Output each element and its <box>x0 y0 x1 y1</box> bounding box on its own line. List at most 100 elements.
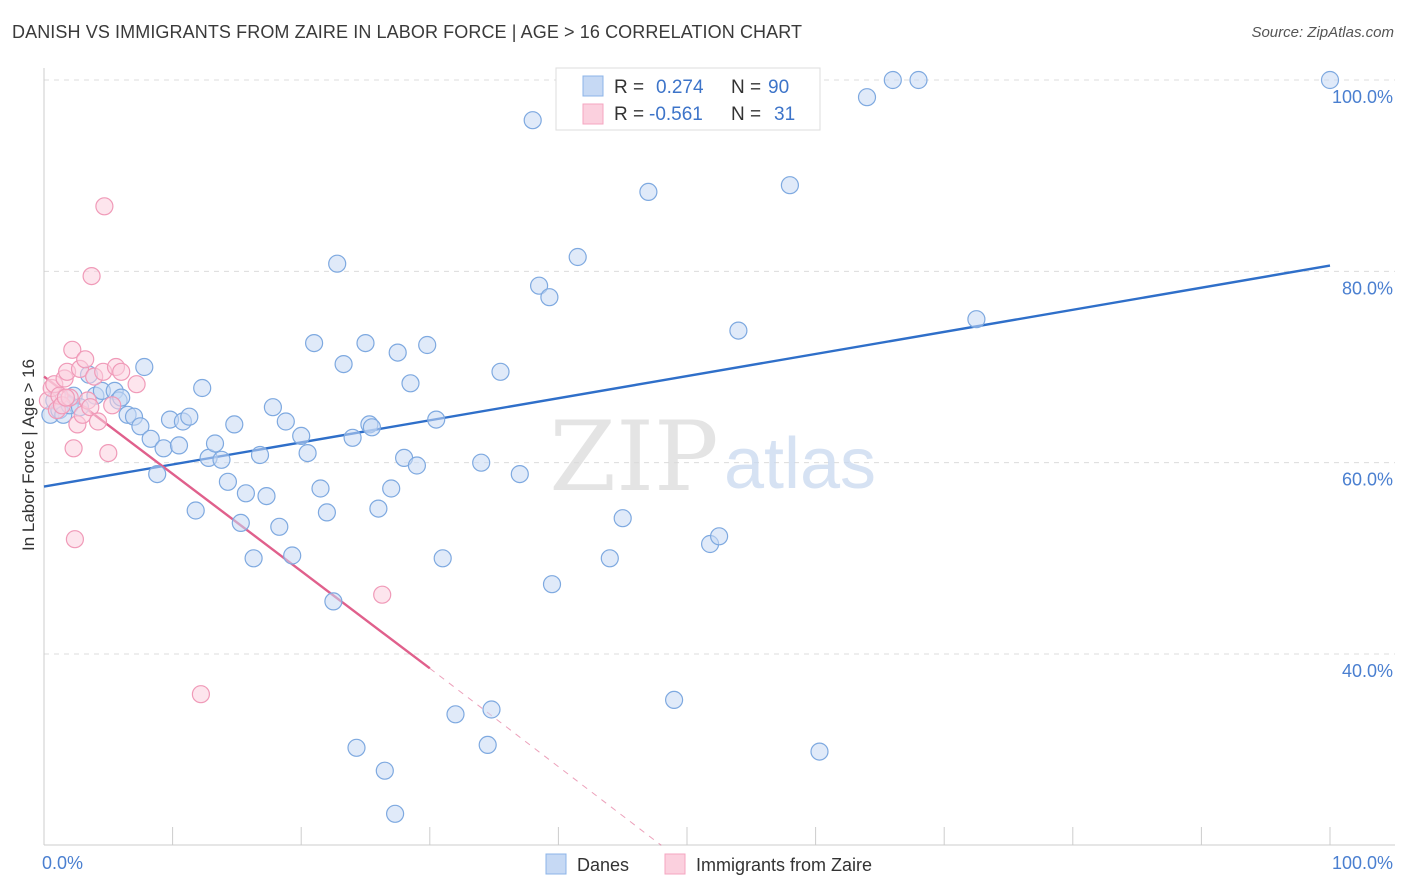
danes-point <box>491 362 510 381</box>
zaire-point <box>76 350 95 369</box>
y-tick-label: 60.0% <box>1342 470 1393 490</box>
danes-point <box>257 487 276 506</box>
zaire-point <box>65 530 85 549</box>
danes-point <box>810 742 829 761</box>
stats-r-label-zaire: R = <box>614 104 644 125</box>
stats-swatch-zaire <box>582 103 604 125</box>
danes-point <box>482 700 501 719</box>
zaire-point <box>373 585 392 604</box>
y-tick-label: 80.0% <box>1342 278 1393 298</box>
danes-point <box>729 321 748 340</box>
danes-point <box>334 355 353 374</box>
danes-point <box>857 88 877 107</box>
danes-point <box>317 503 336 522</box>
danes-point <box>523 111 542 130</box>
zaire-point <box>191 685 210 704</box>
stats-r-label-danes: R = <box>614 77 644 98</box>
danes-point <box>478 735 497 755</box>
zaire-point <box>112 362 131 381</box>
zaire-point <box>56 388 76 407</box>
zaire-point <box>82 267 101 286</box>
danes-point <box>347 738 366 757</box>
data-points <box>38 70 1340 823</box>
stats-r-value-danes: 0.274 <box>656 77 704 98</box>
y-tick-label: 40.0% <box>1342 661 1393 681</box>
watermark: ZIP atlas <box>549 401 876 513</box>
danes-point <box>169 436 189 455</box>
stats-r-value-zaire: -0.561 <box>649 104 703 125</box>
danes-point <box>292 426 311 445</box>
danes-point <box>328 254 347 273</box>
legend-label-zaire[interactable]: Immigrants from Zaire <box>696 855 872 875</box>
danes-point <box>401 374 420 393</box>
zaire-point <box>99 444 118 463</box>
stats-n-label-zaire: N = <box>731 104 761 125</box>
danes-point <box>472 453 491 472</box>
tick-labels: 40.0% 60.0% 80.0% 100.0% 0.0% 100.0% <box>42 87 1393 873</box>
danes-point <box>568 247 587 267</box>
legend-swatch-zaire[interactable] <box>664 853 686 875</box>
legend: Danes Immigrants from Zaire <box>545 853 872 875</box>
danes-point <box>362 418 381 437</box>
legend-label-danes[interactable]: Danes <box>577 855 629 875</box>
danes-point <box>298 444 317 463</box>
danes-point <box>510 465 529 484</box>
source-credit: Source: ZipAtlas.com <box>1251 24 1394 41</box>
danes-point <box>369 499 388 518</box>
danes-point <box>231 513 250 533</box>
danes-point <box>311 479 330 498</box>
danes-point <box>433 549 452 568</box>
danes-point <box>193 378 212 398</box>
danes-point <box>270 517 289 536</box>
stats-n-value-danes: 90 <box>768 77 789 98</box>
legend-swatch-danes[interactable] <box>545 853 567 875</box>
danes-point <box>148 465 167 484</box>
danes-point <box>386 804 405 823</box>
x-tick-label: 100.0% <box>1332 853 1393 873</box>
danes-point <box>375 761 394 780</box>
danes-point <box>135 357 154 377</box>
danes-point <box>186 501 205 520</box>
danes-point <box>780 176 800 195</box>
danes-point <box>141 429 160 448</box>
chart-title: DANISH VS IMMIGRANTS FROM ZAIRE IN LABOR… <box>12 22 803 42</box>
danes-point <box>1320 70 1340 90</box>
danes-point <box>343 428 362 447</box>
danes-point <box>250 445 270 465</box>
danes-point <box>244 549 263 568</box>
danes-point <box>154 439 173 458</box>
danes-point <box>600 549 619 568</box>
zaire-point <box>95 197 114 216</box>
danes-point <box>883 70 902 90</box>
danes-point <box>212 450 231 469</box>
danes-point <box>529 276 549 295</box>
watermark-zip: ZIP <box>549 401 718 513</box>
danes-point <box>709 527 729 546</box>
danes-point <box>664 690 684 710</box>
danes-point <box>324 592 343 611</box>
zaire-point <box>88 412 108 431</box>
stats-swatch-danes <box>582 75 604 97</box>
danes-point <box>180 407 199 426</box>
danes-point <box>967 310 986 329</box>
zaire-point <box>81 398 100 417</box>
zaire-point <box>103 396 122 415</box>
stats-n-value-zaire: 31 <box>774 104 795 125</box>
danes-point <box>356 334 375 353</box>
danes-point <box>909 70 928 90</box>
stats-box: R = 0.274 N = 90 R = -0.561 N = 31 <box>555 67 821 131</box>
grid-lines <box>44 79 1395 655</box>
danes-point <box>263 398 282 417</box>
zaire-point <box>127 375 146 394</box>
danes-point <box>218 472 237 491</box>
danes-point <box>639 182 658 201</box>
danes-point <box>542 575 562 594</box>
y-axis-title: In Labor Force | Age > 16 <box>19 359 38 551</box>
danes-point <box>131 417 150 436</box>
danes-point <box>388 343 407 362</box>
zaire-trend-extension <box>429 667 662 846</box>
danes-point <box>283 546 302 565</box>
zaire-point <box>63 340 82 359</box>
danes-point <box>276 412 295 431</box>
danes-point <box>382 479 401 498</box>
